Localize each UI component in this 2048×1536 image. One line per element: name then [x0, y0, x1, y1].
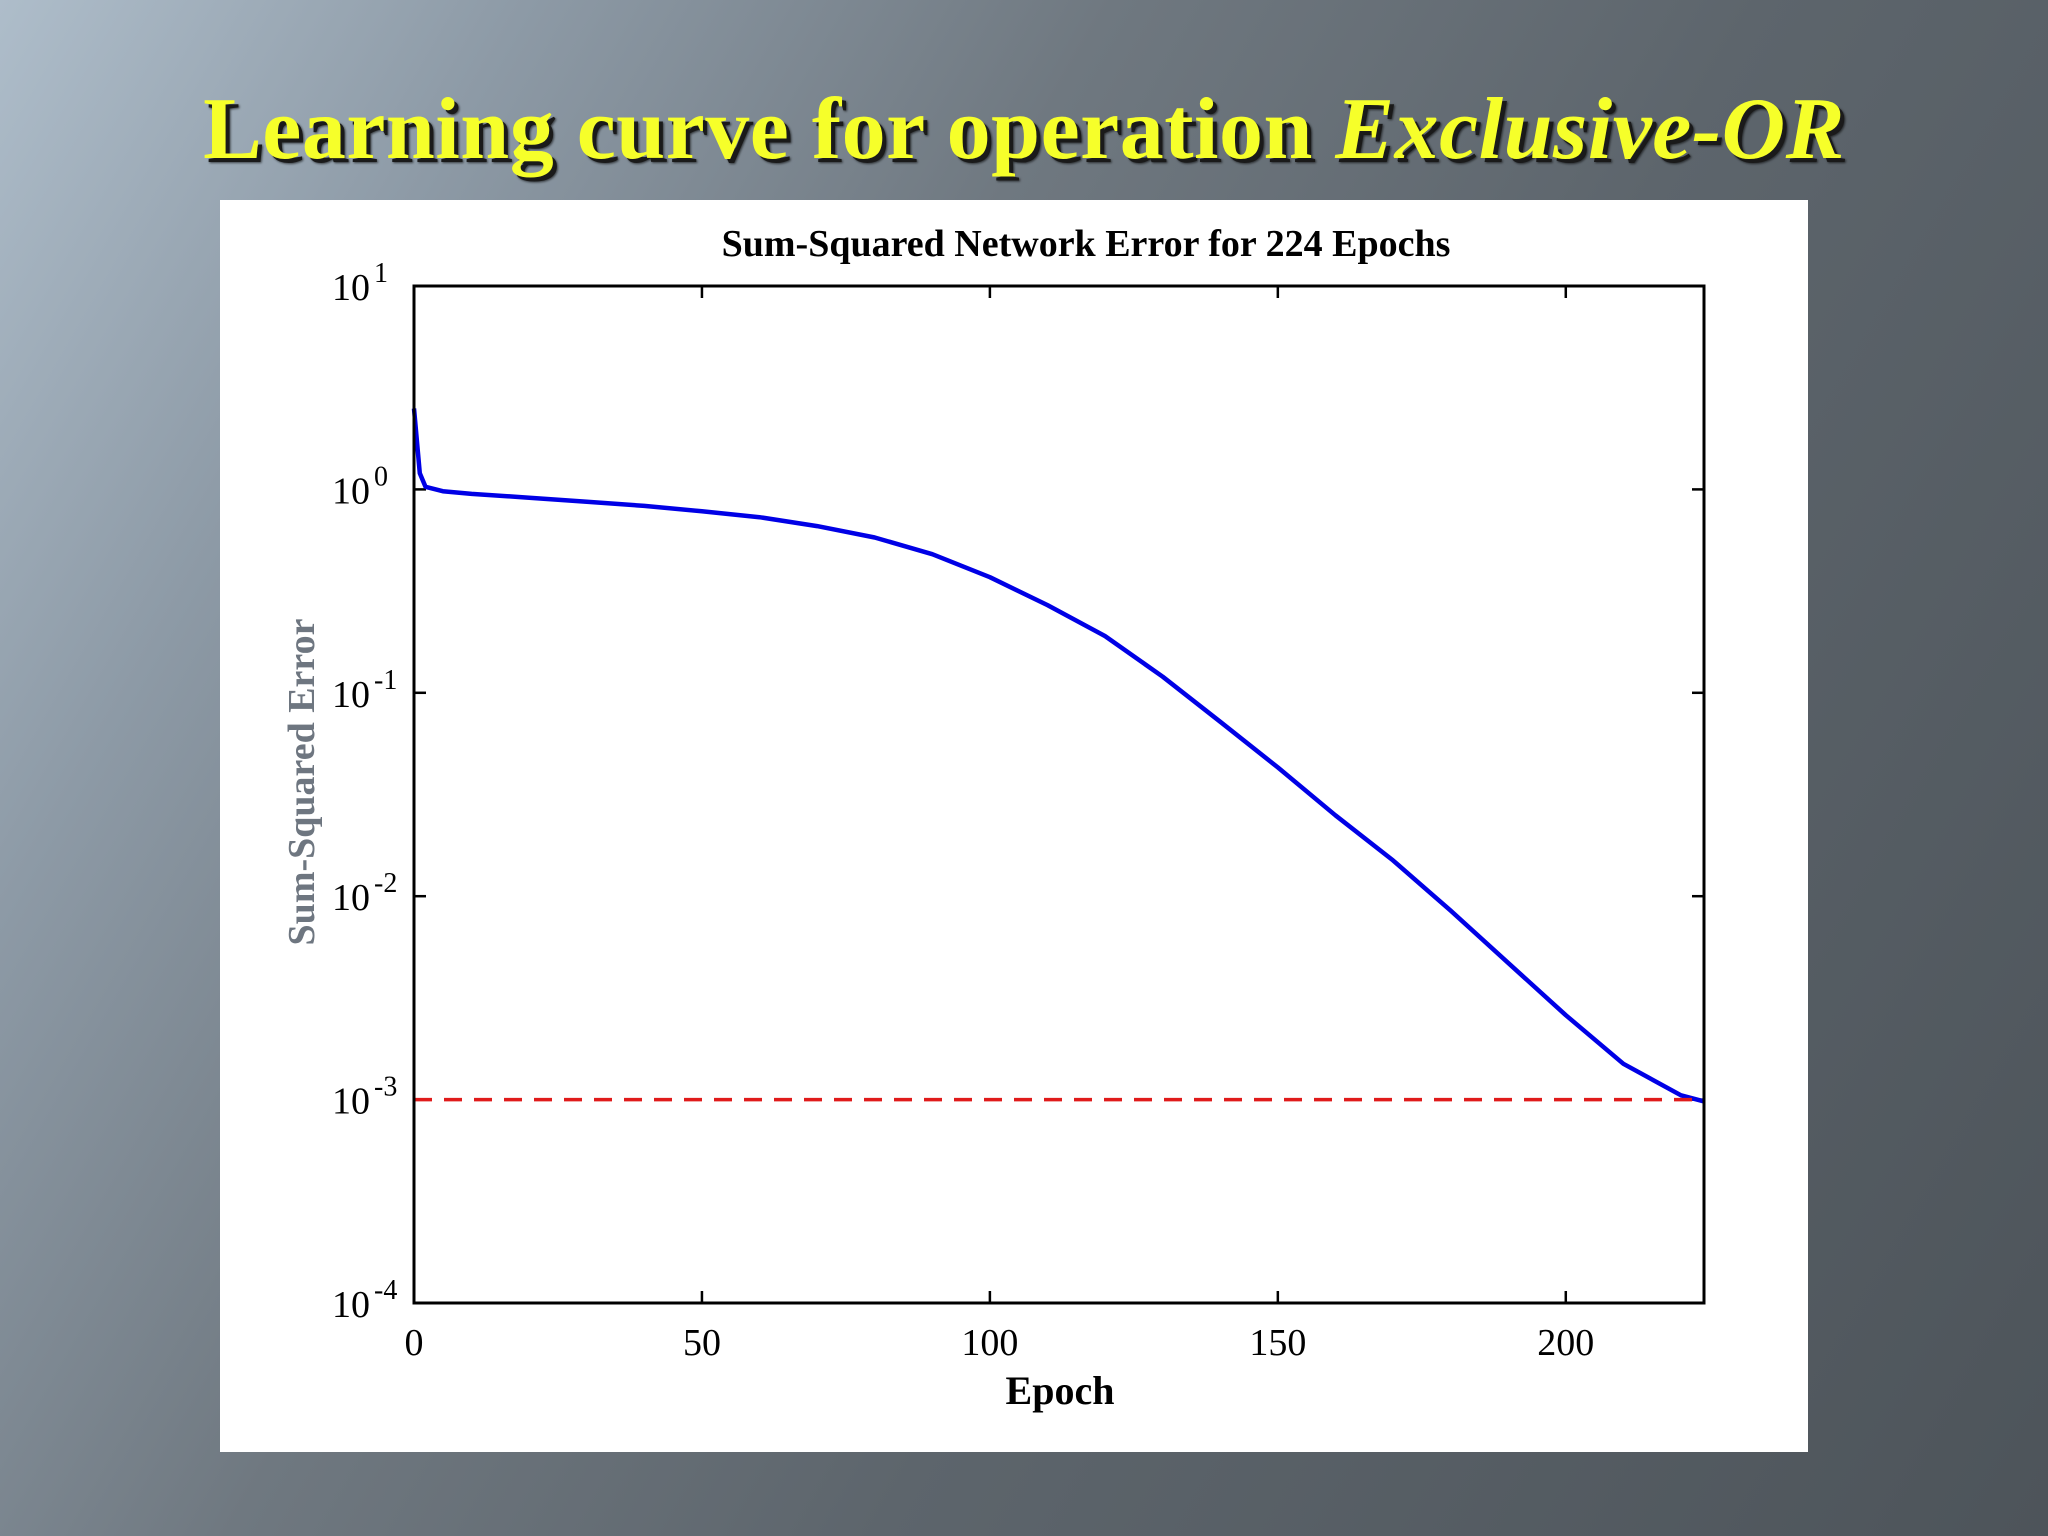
y-tick-base: 10 [332, 877, 370, 919]
slide-title-italic: Exclusive-OR [1335, 81, 1845, 178]
y-tick-base: 10 [332, 470, 370, 512]
y-tick-label: 10 0 [332, 461, 388, 512]
chart-title: Sum-Squared Network Error for 224 Epochs [722, 223, 1451, 265]
y-axis-label: Sum-Squared Error [281, 618, 323, 945]
x-tick-label: 100 [961, 1322, 1018, 1364]
figure-panel: Sum-Squared Network Error for 224 Epochs… [220, 200, 1808, 1452]
x-tick-label: 200 [1537, 1322, 1594, 1364]
y-tick-exponent: 1 [374, 258, 388, 289]
x-tick-label: 0 [405, 1322, 424, 1364]
y-tick-label: 10 -3 [332, 1072, 397, 1123]
y-tick-exponent: -1 [374, 665, 397, 696]
y-tick-base: 10 [332, 674, 370, 716]
x-tick-label: 50 [683, 1322, 721, 1364]
plot-frame [412, 284, 1706, 1305]
error-curve [411, 408, 1705, 1104]
slide-title: Learning curve for operation Exclusive-O… [0, 70, 2048, 190]
y-tick-exponent: -2 [374, 868, 397, 899]
y-tick-label: 10 -2 [332, 868, 397, 919]
x-axis-label: Epoch [1006, 1368, 1115, 1413]
y-tick-label: 10 1 [332, 258, 388, 309]
y-tick-label: 10 -4 [332, 1275, 397, 1326]
learning-curve-chart: Sum-Squared Network Error for 224 Epochs… [281, 223, 1706, 1413]
y-tick-exponent: -4 [374, 1275, 397, 1306]
y-tick-exponent: -3 [374, 1072, 397, 1103]
x-tick-label: 150 [1249, 1322, 1306, 1364]
y-tick-label: 10 -1 [332, 665, 397, 716]
y-tick-base: 10 [332, 1284, 370, 1326]
slide-title-main: Learning curve for operation [203, 81, 1336, 178]
y-tick-exponent: 0 [374, 461, 388, 492]
y-tick-base: 10 [332, 1081, 370, 1123]
y-tick-base: 10 [332, 267, 370, 309]
